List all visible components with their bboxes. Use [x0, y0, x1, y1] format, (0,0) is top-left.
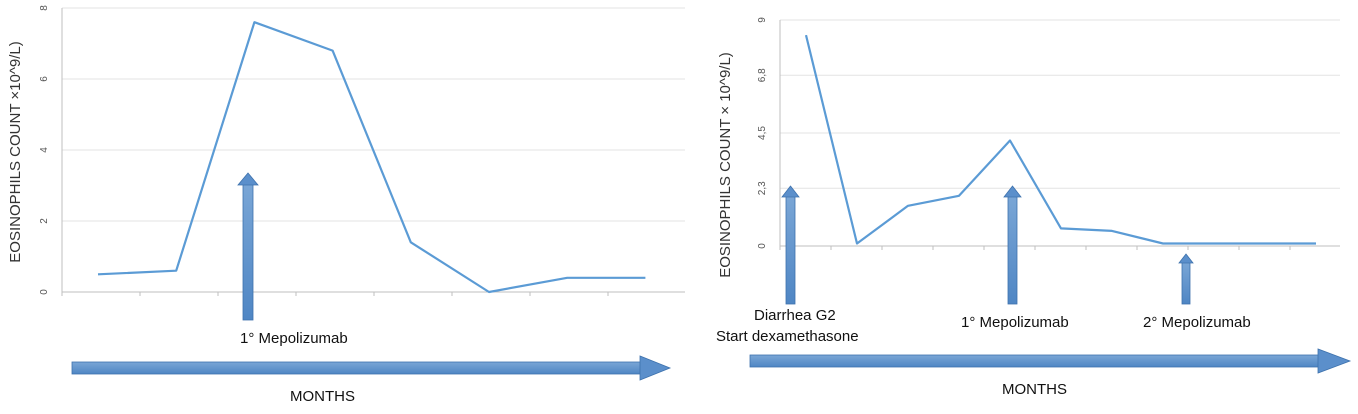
right-mepolizumab1-arrow	[1003, 185, 1022, 305]
right-x-ticks	[779, 246, 1291, 250]
left-series-line	[97, 21, 646, 294]
right-chart: 02,34,56,89 EOSINOPHILS COUNT × 10^9/L) …	[716, 17, 1352, 398]
left-y-ticks: 0 2 4 6 8	[39, 5, 50, 295]
y-tick-label: 9	[757, 17, 768, 23]
left-y-axis-label: EOSINOPHILS COUNT ×10^9/L)	[7, 41, 24, 262]
right-gridlines	[780, 19, 1340, 189]
right-x-axis-label: MONTHS	[1002, 381, 1067, 398]
y-tick-label: 2,3	[757, 181, 768, 195]
right-points	[805, 35, 1317, 244]
right-annotation-dexamethasone: Start dexamethasone	[716, 328, 859, 345]
right-mepolizumab2-arrow	[1178, 253, 1194, 305]
left-x-axis-label: MONTHS	[290, 388, 355, 405]
left-points	[97, 22, 646, 293]
y-tick-label: 6,8	[757, 68, 768, 82]
right-annotation-mepolizumab-2: 2° Mepolizumab	[1143, 314, 1251, 331]
right-diarrhea-arrow	[781, 185, 800, 305]
y-tick-label: 6	[39, 76, 50, 82]
left-chart: 0 2 4 6 8 EOSINOPHILS COUNT ×10^9/L) 1° Mepo…	[7, 5, 685, 405]
left-annotation-mepolizumab: 1° Mepolizumab	[240, 330, 348, 347]
y-tick-label: 4	[39, 147, 50, 153]
left-gridlines	[62, 7, 685, 222]
right-series-line	[804, 34, 1316, 245]
right-months-arrow	[749, 348, 1352, 374]
right-y-axis-label: EOSINOPHILS COUNT × 10^9/L)	[717, 52, 734, 278]
right-annotation-diarrhea: Diarrhea G2	[754, 307, 836, 324]
right-y-ticks: 0 2,3 4,5 6,8 9	[757, 17, 768, 249]
left-x-ticks	[61, 292, 609, 296]
left-months-arrow	[71, 355, 672, 381]
y-tick-label: 0	[757, 243, 768, 249]
y-tick-label: 0	[39, 289, 50, 295]
y-tick-label: 4,5	[757, 126, 768, 140]
y-tick-label: 8	[39, 5, 50, 11]
y-tick-label: 2	[39, 218, 50, 224]
left-mepolizumab-arrow	[237, 172, 259, 321]
right-annotation-mepolizumab-1: 1° Mepolizumab	[961, 314, 1069, 331]
